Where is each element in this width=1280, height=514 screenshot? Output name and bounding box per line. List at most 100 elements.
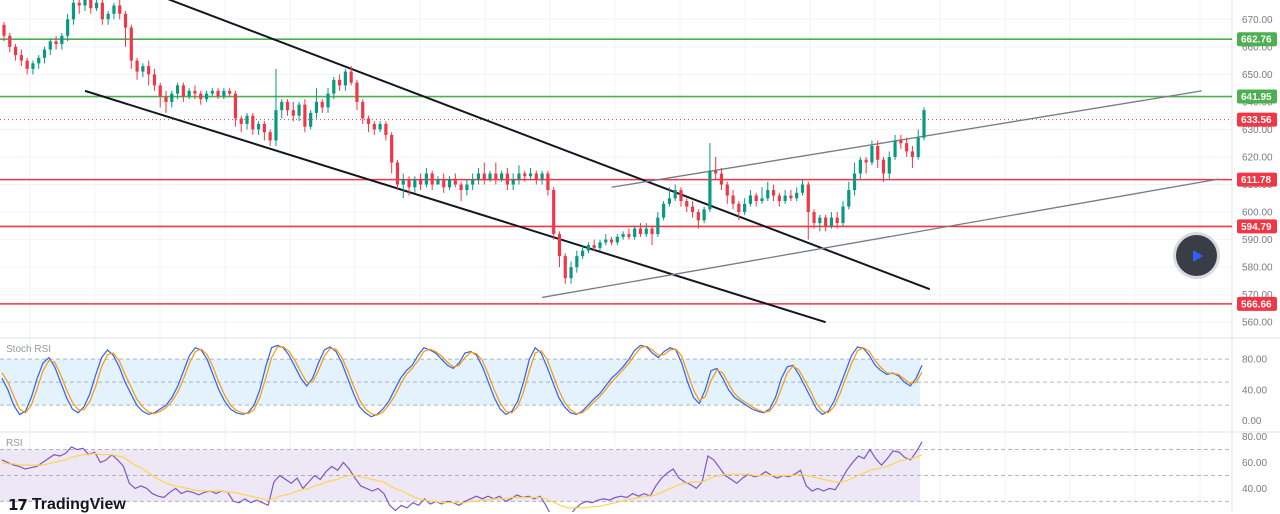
candle-body bbox=[459, 184, 463, 191]
candle-body bbox=[766, 190, 770, 199]
candle-body bbox=[847, 190, 851, 207]
candle-body bbox=[476, 173, 481, 180]
candle-body bbox=[175, 85, 180, 94]
candle-body bbox=[517, 173, 521, 180]
price-tag bbox=[1237, 296, 1277, 311]
price-tag bbox=[1237, 172, 1277, 187]
candle-body bbox=[592, 245, 596, 248]
candle-body bbox=[187, 90, 191, 97]
candle-body bbox=[719, 173, 724, 185]
candle-body bbox=[852, 173, 857, 191]
candle-body bbox=[419, 179, 423, 185]
candle-body bbox=[667, 198, 671, 204]
rsi-pane-title: RSI bbox=[6, 438, 23, 449]
rsi-series-1 bbox=[1, 441, 923, 512]
candle-body bbox=[569, 267, 573, 279]
rsi-axis-tick-label: 80.00 bbox=[1242, 432, 1267, 443]
candle-body bbox=[71, 2, 76, 20]
candle-body bbox=[297, 104, 301, 116]
candle-body bbox=[60, 35, 64, 45]
candle-body bbox=[407, 179, 411, 188]
candle-body bbox=[511, 179, 515, 185]
candle-body bbox=[135, 60, 139, 72]
price-tag bbox=[1237, 89, 1277, 104]
candle-body bbox=[314, 101, 319, 113]
candle-body bbox=[870, 145, 874, 163]
candle-body bbox=[824, 217, 828, 226]
candle-body bbox=[858, 159, 862, 174]
candle-body bbox=[557, 234, 562, 257]
candle-body bbox=[471, 179, 475, 185]
rsi-series-2 bbox=[1, 452, 923, 509]
rsi-axis-tick-label: 40.00 bbox=[1242, 484, 1267, 495]
candle-body bbox=[141, 66, 145, 72]
tradingview-wordmark: TradingView bbox=[31, 496, 126, 513]
candle-body bbox=[181, 85, 185, 97]
candle-body bbox=[633, 228, 637, 237]
candle-body bbox=[447, 179, 452, 188]
play-icon bbox=[1193, 249, 1203, 262]
price-tag-label: 566.66 bbox=[1241, 299, 1272, 310]
candle-body bbox=[77, 2, 81, 6]
candle-body bbox=[395, 162, 400, 185]
candle-body bbox=[644, 228, 648, 235]
candle-body bbox=[123, 13, 128, 28]
rsi-axis-tick-label: 60.00 bbox=[1242, 458, 1267, 469]
price-axis-tick-label: 650.00 bbox=[1242, 70, 1273, 81]
candle-body bbox=[893, 140, 897, 157]
candle-body bbox=[754, 195, 758, 202]
candle-body bbox=[581, 250, 585, 257]
play-button[interactable] bbox=[1176, 235, 1217, 276]
candle-body bbox=[465, 184, 469, 191]
price-axis-tick-label: 580.00 bbox=[1242, 263, 1273, 274]
candle-body bbox=[257, 123, 261, 130]
candle-body bbox=[540, 173, 544, 180]
candle-body bbox=[650, 228, 654, 235]
candle-body bbox=[627, 234, 631, 237]
tradingview-logo[interactable]: 17 TradingView bbox=[8, 496, 126, 514]
candle-body bbox=[725, 184, 729, 196]
candle-body bbox=[609, 239, 614, 243]
candle-body bbox=[8, 35, 12, 47]
price-tag-label: 633.56 bbox=[1241, 115, 1272, 126]
candle-body bbox=[829, 217, 834, 226]
candle-body bbox=[662, 203, 666, 218]
candle-body bbox=[204, 93, 209, 100]
candle-body bbox=[54, 41, 58, 45]
price-axis-tick-label: 660.00 bbox=[1242, 42, 1273, 53]
price-tag bbox=[1237, 32, 1277, 47]
candle-body bbox=[546, 173, 550, 191]
candle-body bbox=[575, 256, 579, 268]
candle-body bbox=[280, 101, 284, 111]
candle-body bbox=[239, 118, 243, 124]
tradingview-mark-icon: 17 bbox=[8, 496, 28, 514]
candle-body bbox=[228, 90, 232, 94]
candle-body bbox=[876, 145, 880, 160]
candle-body bbox=[604, 239, 608, 243]
price-tag-label: 611.78 bbox=[1241, 175, 1271, 186]
price-tag-label: 641.95 bbox=[1241, 92, 1272, 103]
candle-body bbox=[262, 123, 266, 133]
candle-body bbox=[100, 2, 104, 20]
candle-body bbox=[436, 179, 440, 185]
candle-body bbox=[129, 27, 133, 61]
candle-body bbox=[899, 140, 903, 144]
candle-body bbox=[864, 159, 868, 163]
candle-body bbox=[708, 170, 712, 210]
candle-body bbox=[274, 110, 278, 141]
candle-body bbox=[696, 212, 700, 221]
candle-body bbox=[916, 137, 920, 157]
candle-body bbox=[789, 195, 793, 199]
candle-body bbox=[795, 192, 799, 199]
ascending-channel-lower-line bbox=[542, 178, 1220, 299]
candle-body bbox=[760, 198, 764, 202]
stoch-rsi-axis-tick-label: 40.00 bbox=[1242, 385, 1267, 396]
candle-body bbox=[37, 57, 41, 64]
candle-body bbox=[361, 101, 365, 119]
candle-body bbox=[147, 66, 151, 75]
price-axis-tick-label: 630.00 bbox=[1242, 125, 1273, 136]
price-axis-tick-label: 600.00 bbox=[1242, 208, 1273, 219]
candle-body bbox=[910, 151, 915, 157]
